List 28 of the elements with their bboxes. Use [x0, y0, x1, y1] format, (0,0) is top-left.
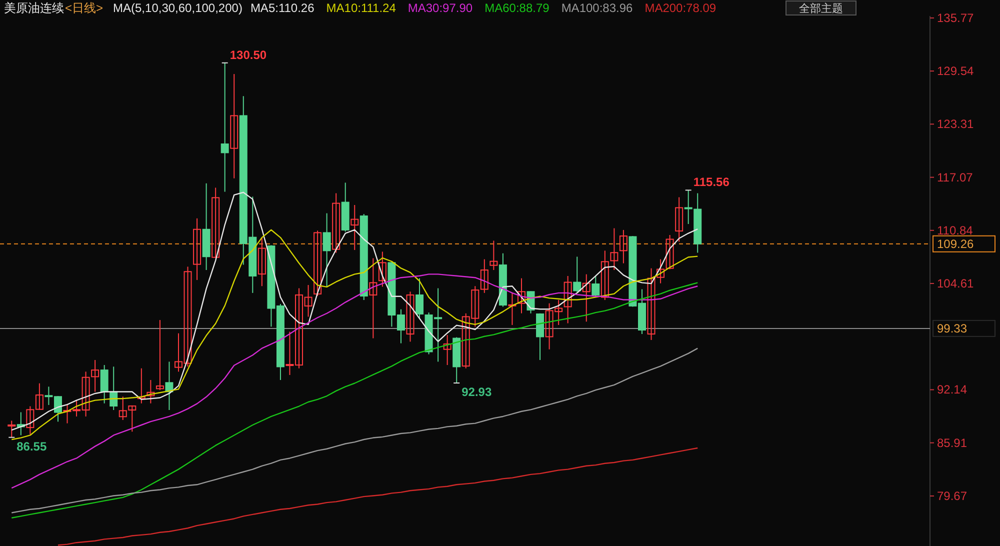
- y-tick-label: 110.84: [937, 223, 974, 238]
- annotation: 86.55: [8, 436, 47, 454]
- y-tick-label: 123.31: [937, 117, 974, 132]
- y-tick-label: 79.67: [937, 488, 968, 503]
- annotation: 92.93: [462, 384, 492, 399]
- text: MA60:88.79: [484, 1, 550, 15]
- text: MA200:78.09: [644, 1, 716, 15]
- annotation: 92.93: [453, 382, 492, 399]
- text: MA100:83.96: [561, 1, 634, 15]
- text: MA5:110.26: [250, 1, 315, 15]
- ref-line-label: 99.33: [937, 321, 968, 336]
- y-tick-label: 104.61: [937, 276, 974, 290]
- ref-line-label: 109.26: [937, 236, 974, 251]
- annotation: 86.55: [16, 439, 47, 454]
- chart-subtitle: <日线>: [65, 1, 104, 15]
- chart-title: 美原油连续: [4, 1, 64, 15]
- y-tick-label: 135.77: [937, 10, 974, 25]
- text: MA30:97.90: [408, 1, 473, 15]
- annotation: 130.50: [230, 48, 267, 62]
- text: MA10:111.24: [326, 1, 396, 15]
- annotation: 115.56: [693, 175, 730, 190]
- y-tick-label: 92.14: [937, 382, 968, 397]
- annotation: 115.56: [684, 175, 730, 191]
- y-tick-label: 129.54: [937, 64, 974, 78]
- annotation: 130.50: [221, 48, 267, 64]
- legend-title: MA(5,10,30,60,100,200): [113, 1, 242, 15]
- y-tick-label: 85.91: [937, 436, 968, 450]
- y-tick-label: 117.07: [937, 170, 974, 184]
